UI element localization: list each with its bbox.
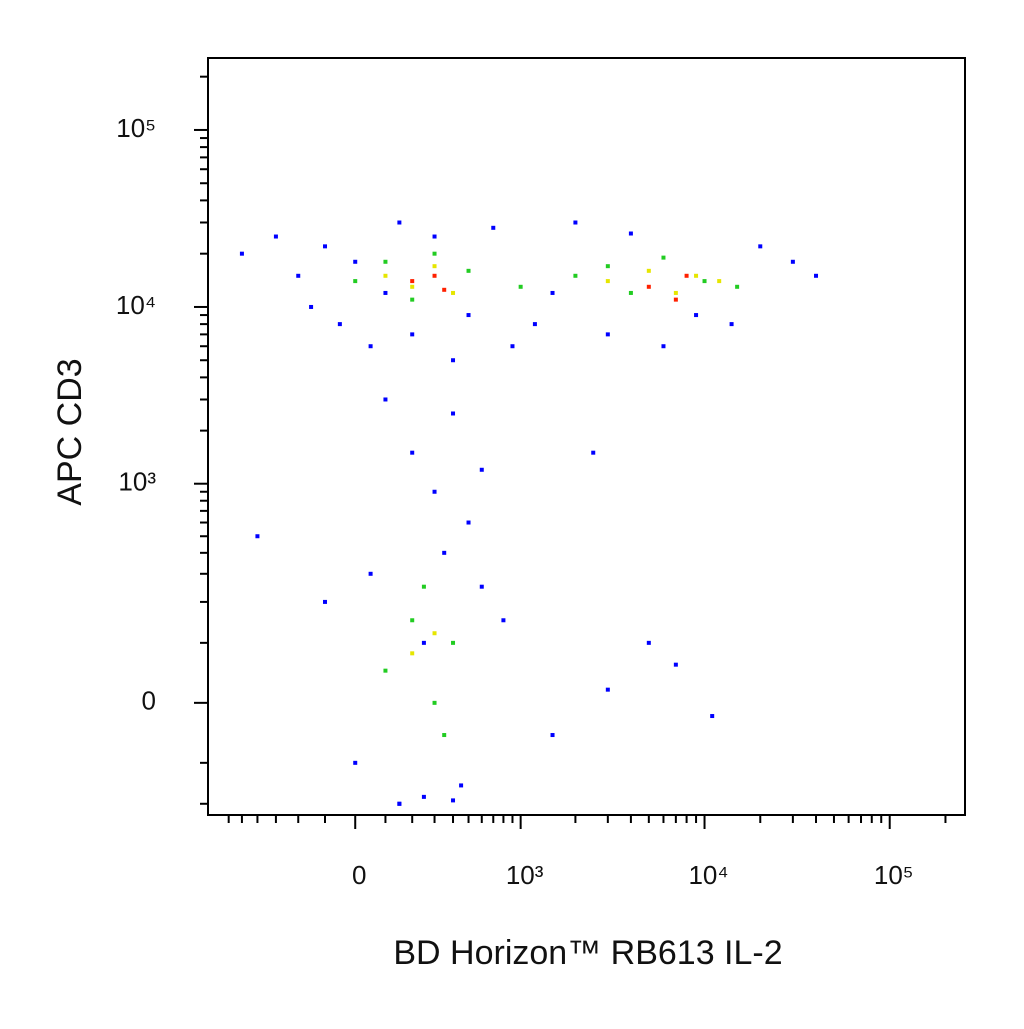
- event-dot: [591, 450, 596, 455]
- event-dot: [383, 290, 388, 295]
- event-dot: [532, 322, 537, 327]
- event-dot: [337, 322, 342, 327]
- event-dot: [673, 297, 678, 302]
- y-axis-title: APC CD3: [51, 358, 89, 505]
- event-dot: [628, 231, 633, 236]
- event-dot: [383, 668, 388, 673]
- event-dot: [735, 284, 740, 289]
- event-dot: [628, 290, 633, 295]
- event-dot: [421, 584, 426, 589]
- event-dot: [323, 599, 328, 604]
- event-dot: [605, 279, 610, 284]
- event-dot: [410, 297, 415, 302]
- event-dot: [368, 571, 373, 576]
- event-dot: [790, 259, 795, 264]
- y-tick-label: 10³: [118, 467, 156, 497]
- event-dot: [309, 304, 314, 309]
- event-dot: [442, 550, 447, 555]
- y-tick-label: 10⁴: [116, 290, 156, 320]
- event-dot: [432, 273, 437, 278]
- event-dot: [729, 322, 734, 327]
- event-dot: [383, 259, 388, 264]
- event-dot: [573, 273, 578, 278]
- event-dot: [814, 273, 819, 278]
- y-tick-label: 0: [142, 686, 156, 716]
- event-dot: [661, 344, 666, 349]
- event-dot: [255, 534, 260, 539]
- event-dot: [273, 234, 278, 239]
- event-dot: [432, 700, 437, 705]
- event-dot: [432, 251, 437, 256]
- event-dot: [442, 287, 447, 292]
- event-dot: [239, 251, 244, 256]
- event-dot: [432, 489, 437, 494]
- event-dot: [459, 783, 464, 788]
- event-dot: [501, 618, 506, 623]
- event-dot: [451, 640, 456, 645]
- event-dot: [421, 794, 426, 799]
- event-dot: [442, 733, 447, 738]
- event-dot: [466, 520, 471, 525]
- event-dot: [397, 220, 402, 225]
- event-dot: [479, 584, 484, 589]
- event-dot: [451, 290, 456, 295]
- event-dot: [605, 264, 610, 269]
- event-dot: [296, 273, 301, 278]
- event-dot: [702, 279, 707, 284]
- event-dot: [353, 279, 358, 284]
- event-dot: [646, 640, 651, 645]
- event-dot: [432, 631, 437, 636]
- event-dot: [451, 358, 456, 363]
- x-tick-label: 10⁵: [874, 860, 914, 890]
- event-dot: [673, 290, 678, 295]
- event-dot: [694, 313, 699, 318]
- event-dot: [673, 662, 678, 667]
- event-dot: [410, 332, 415, 337]
- event-dot: [491, 225, 496, 230]
- event-dot: [451, 411, 456, 416]
- event-dot: [605, 332, 610, 337]
- event-dot: [710, 714, 715, 719]
- event-dot: [646, 268, 651, 273]
- event-dot: [353, 259, 358, 264]
- event-dot: [432, 234, 437, 239]
- event-dot: [550, 733, 555, 738]
- event-dot: [550, 290, 555, 295]
- x-tick-label: 10³: [506, 860, 544, 890]
- x-axis-title: BD Horizon™ RB613 IL-2: [393, 934, 782, 972]
- event-dot: [410, 450, 415, 455]
- event-dot: [410, 618, 415, 623]
- event-dot: [397, 801, 402, 806]
- event-dot: [353, 760, 358, 765]
- event-dot: [605, 687, 610, 692]
- event-dot: [383, 397, 388, 402]
- event-dot: [694, 273, 699, 278]
- event-dot: [573, 220, 578, 225]
- event-dot: [510, 344, 515, 349]
- event-dot: [421, 640, 426, 645]
- event-dot: [717, 279, 722, 284]
- event-dot: [684, 273, 689, 278]
- x-tick-label: 0: [352, 860, 366, 890]
- event-dot: [383, 273, 388, 278]
- x-tick-label: 10⁴: [688, 860, 728, 890]
- event-dot: [466, 268, 471, 273]
- event-dot: [466, 313, 471, 318]
- event-dot: [432, 264, 437, 269]
- event-dot: [410, 651, 415, 656]
- event-dot: [646, 284, 651, 289]
- y-tick-label: 10⁵: [116, 113, 156, 143]
- event-dot: [410, 284, 415, 289]
- event-dot: [479, 467, 484, 472]
- event-dot: [518, 284, 523, 289]
- event-dot: [758, 244, 763, 249]
- event-dot: [410, 279, 415, 284]
- event-dot: [368, 344, 373, 349]
- event-dot: [451, 798, 456, 803]
- event-dot: [661, 255, 666, 260]
- event-dot: [323, 244, 328, 249]
- plot-frame: [207, 57, 966, 816]
